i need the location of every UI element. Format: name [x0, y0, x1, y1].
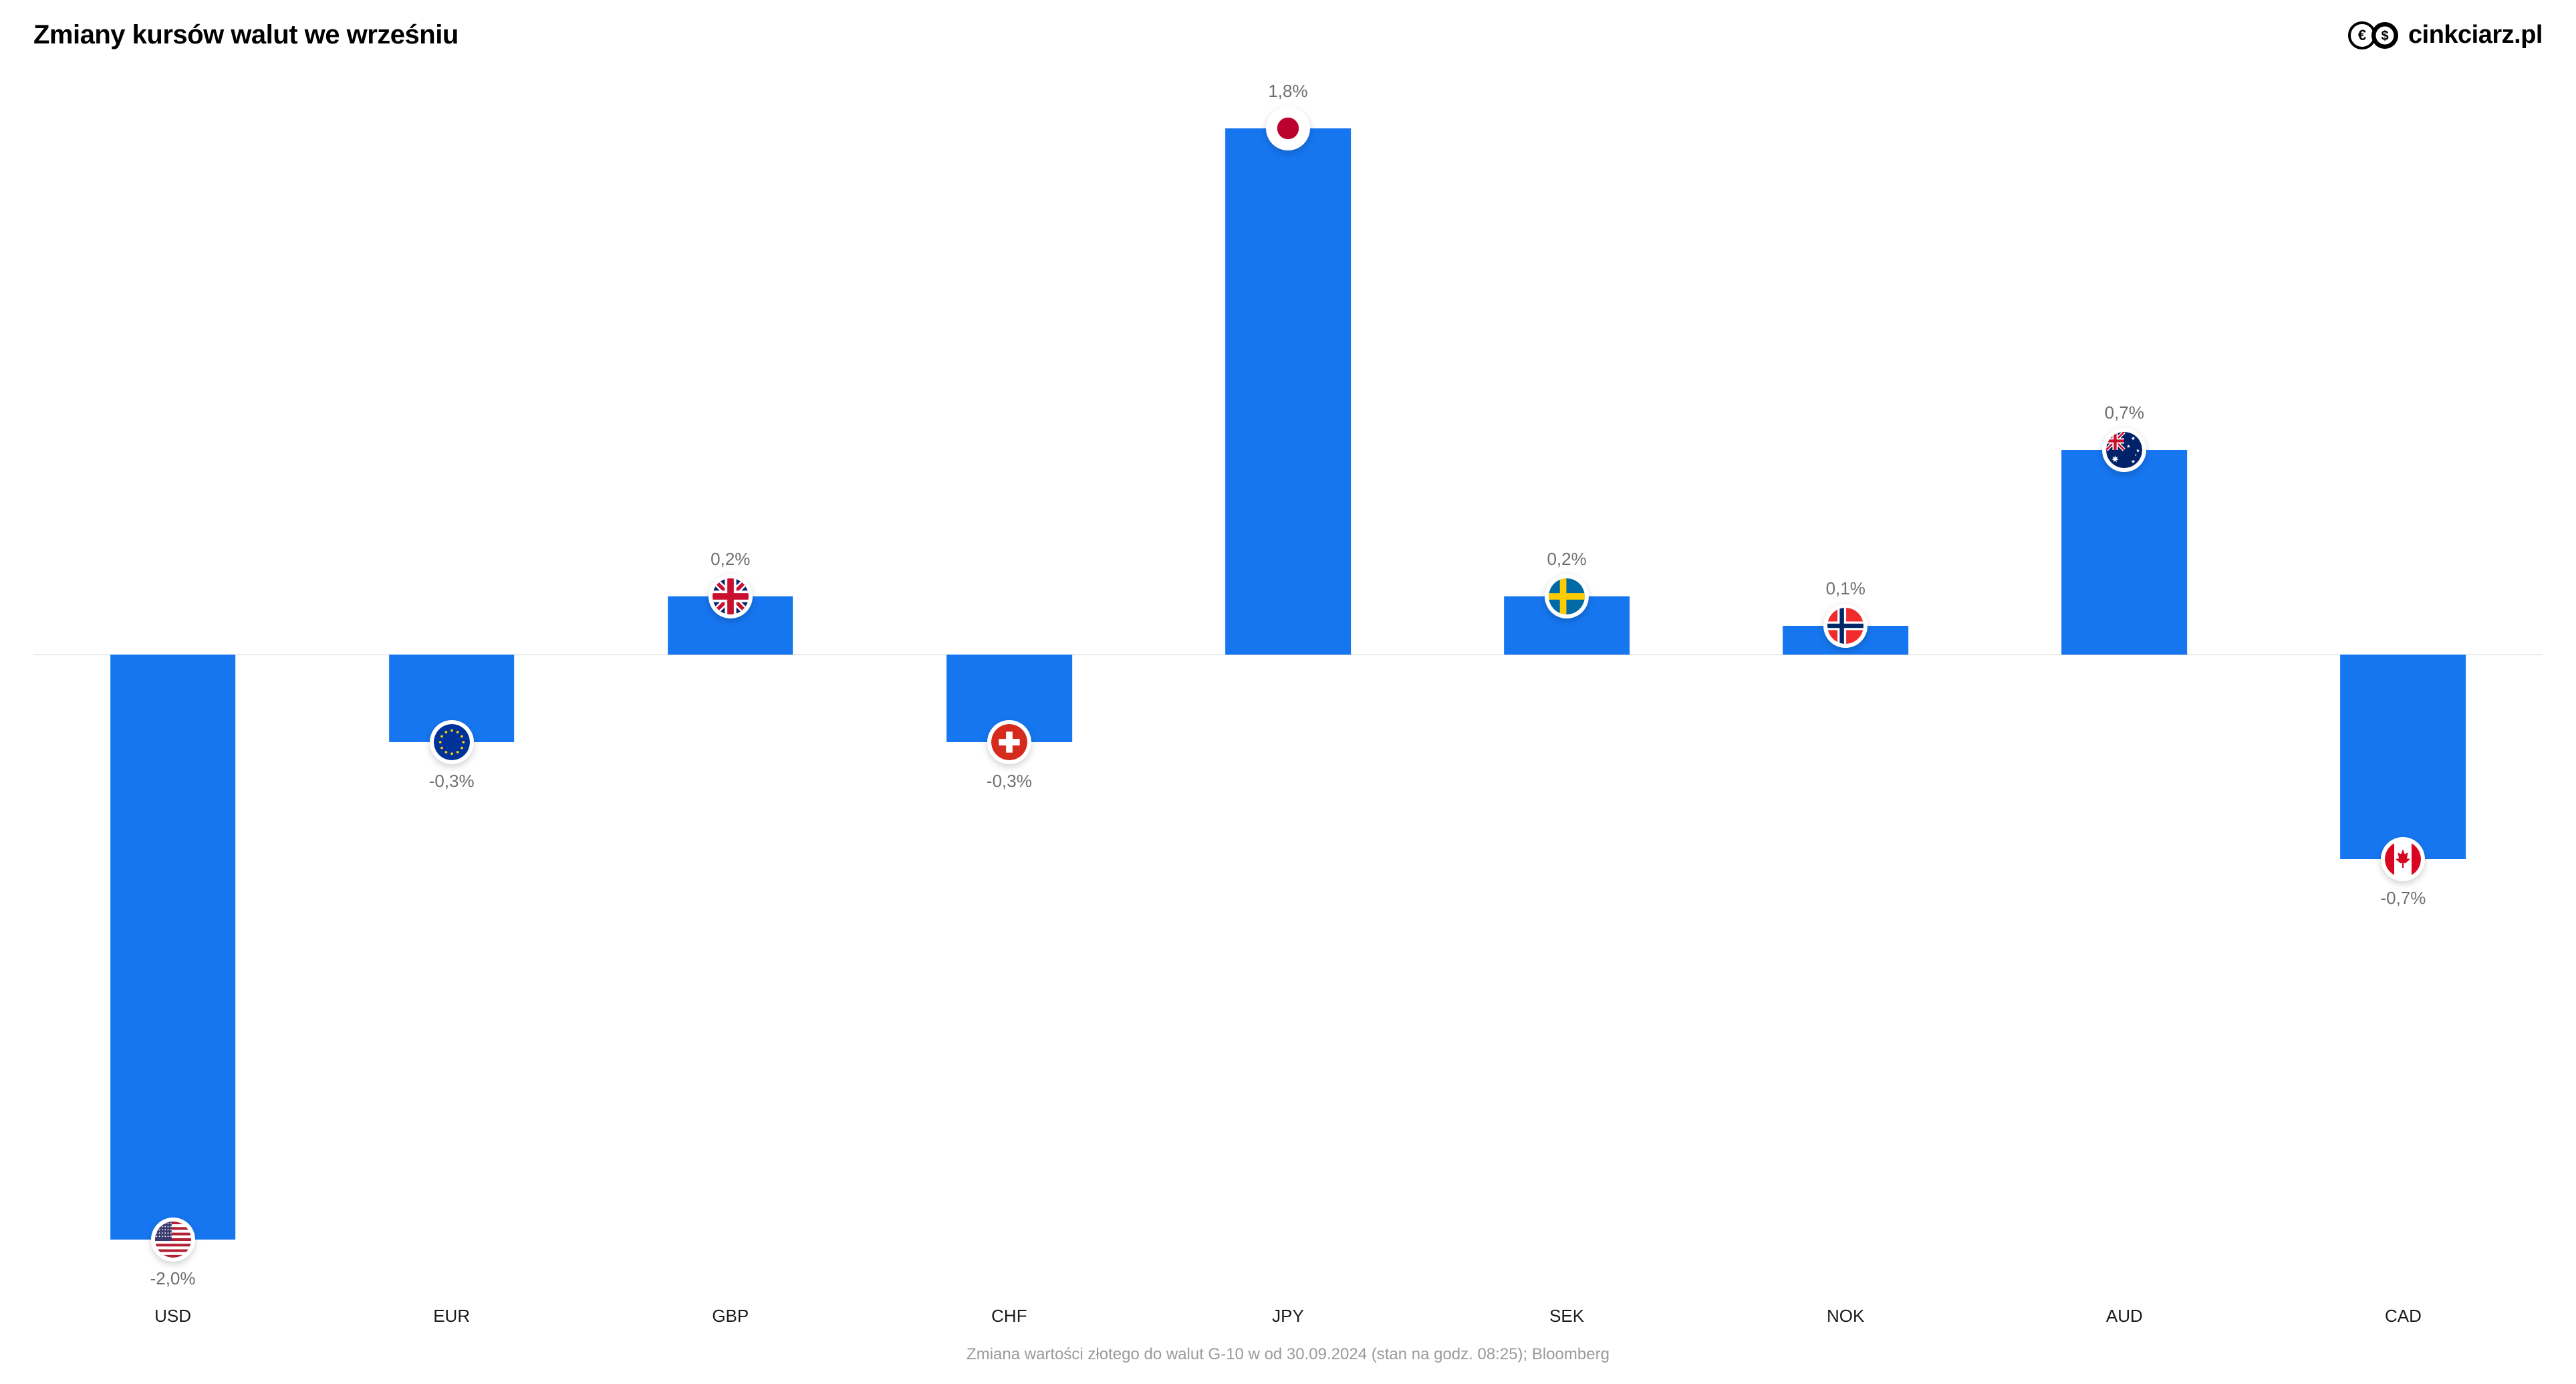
flag-icon-chf [987, 720, 1031, 764]
axis-label-usd: USD [33, 1306, 312, 1327]
flag-icon-jpy [1266, 106, 1310, 150]
flag-icon-sek [1545, 574, 1589, 618]
chart-container: Zmiany kursów walut we wrześniu € $ cink… [0, 0, 2576, 1384]
chart-area: -2,0%-0,3% 0,2% -0,3%1,8% 0,2% 0,1% 0 [33, 70, 2543, 1298]
value-label-cad: -0,7% [2380, 888, 2426, 909]
bar-slot-jpy: 1,8% [1148, 70, 1427, 1298]
axis-label-sek: SEK [1428, 1306, 1706, 1327]
bar-slot-gbp: 0,2% [591, 70, 870, 1298]
bar-cad [2341, 655, 2466, 859]
chart-bars: -2,0%-0,3% 0,2% -0,3%1,8% 0,2% 0,1% 0 [33, 70, 2543, 1298]
x-axis: USDEURGBPCHFJPYSEKNOKAUDCAD [33, 1306, 2543, 1327]
bar-slot-sek: 0,2% [1428, 70, 1706, 1298]
value-label-usd: -2,0% [150, 1268, 196, 1289]
axis-label-cad: CAD [2264, 1306, 2543, 1327]
logo-text: cinkciarz.pl [2408, 21, 2543, 49]
header: Zmiany kursów walut we wrześniu € $ cink… [33, 20, 2543, 50]
axis-label-jpy: JPY [1148, 1306, 1427, 1327]
axis-label-eur: EUR [312, 1306, 591, 1327]
svg-text:€: € [2358, 27, 2366, 43]
value-label-gbp: 0,2% [711, 549, 750, 570]
bar-slot-chf: -0,3% [870, 70, 1148, 1298]
bar-aud [2061, 450, 2187, 655]
chart-footnote: Zmiana wartości złotego do walut G-10 w … [33, 1345, 2543, 1364]
brand-logo: € $ cinkciarz.pl [2348, 21, 2543, 49]
bar-slot-nok: 0,1% [1706, 70, 1985, 1298]
axis-label-gbp: GBP [591, 1306, 870, 1327]
value-label-jpy: 1,8% [1268, 81, 1307, 102]
logo-icon: € $ [2348, 21, 2403, 49]
bar-slot-usd: -2,0% [33, 70, 312, 1298]
bar-usd [110, 655, 236, 1239]
axis-label-nok: NOK [1706, 1306, 1985, 1327]
value-label-nok: 0,1% [1826, 578, 1865, 599]
bar-slot-aud: 0,7% [1985, 70, 2264, 1298]
bar-jpy [1225, 128, 1351, 655]
value-label-aud: 0,7% [2105, 402, 2144, 423]
svg-text:$: $ [2381, 29, 2388, 43]
axis-label-chf: CHF [870, 1306, 1148, 1327]
flag-icon-aud [2102, 428, 2146, 472]
flag-icon-cad [2381, 837, 2425, 881]
bar-slot-cad: -0,7% [2264, 70, 2543, 1298]
bar-slot-eur: -0,3% [312, 70, 591, 1298]
flag-icon-eur [430, 720, 474, 764]
page-title: Zmiany kursów walut we wrześniu [33, 20, 459, 50]
flag-icon-usd [151, 1218, 195, 1262]
value-label-chf: -0,3% [987, 771, 1032, 792]
flag-icon-gbp [709, 574, 753, 618]
axis-label-aud: AUD [1985, 1306, 2264, 1327]
value-label-sek: 0,2% [1547, 549, 1586, 570]
value-label-eur: -0,3% [429, 771, 475, 792]
flag-icon-nok [1823, 604, 1867, 648]
